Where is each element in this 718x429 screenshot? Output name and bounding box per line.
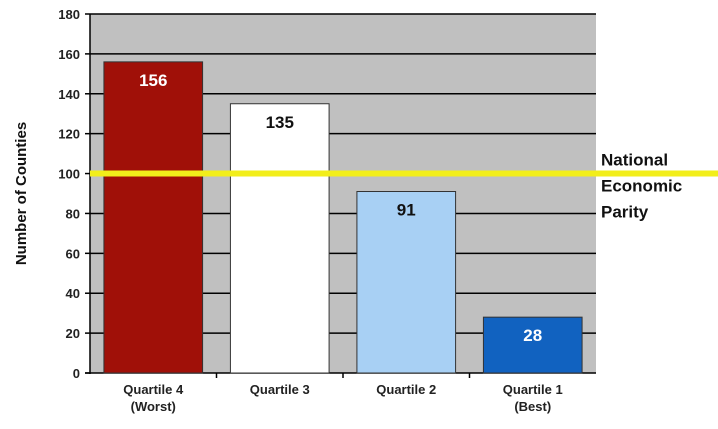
y-tick-label: 40 <box>66 286 80 301</box>
x-tick-label: Quartile 2 <box>376 382 436 397</box>
y-tick-label: 60 <box>66 246 80 261</box>
reference-line-label: Economic <box>601 177 682 196</box>
bar <box>482 316 583 374</box>
y-tick-label: 180 <box>58 7 80 22</box>
y-axis-label: Number of Counties <box>13 122 30 265</box>
x-tick-label: Quartile 3 <box>250 382 310 397</box>
data-label: 28 <box>523 326 542 345</box>
y-tick-label: 0 <box>73 366 80 381</box>
data-label: 135 <box>266 113 294 132</box>
x-tick-label: Quartile 1 <box>503 382 563 397</box>
x-tick-label: (Worst) <box>131 399 176 414</box>
data-label: 156 <box>139 71 167 90</box>
y-tick-label: 160 <box>58 47 80 62</box>
reference-line-label: Parity <box>601 203 649 222</box>
bar <box>103 61 204 374</box>
y-tick-label: 140 <box>58 87 80 102</box>
bar <box>229 103 330 374</box>
y-tick-label: 20 <box>66 326 80 341</box>
bar <box>356 191 457 374</box>
data-label: 91 <box>397 201 416 220</box>
y-tick-label: 120 <box>58 127 80 142</box>
y-tick-label: 100 <box>58 167 80 182</box>
x-tick-label: (Best) <box>514 399 551 414</box>
reference-line-label: National <box>601 151 668 170</box>
y-tick-label: 80 <box>66 206 80 221</box>
x-tick-label: Quartile 4 <box>123 382 184 397</box>
